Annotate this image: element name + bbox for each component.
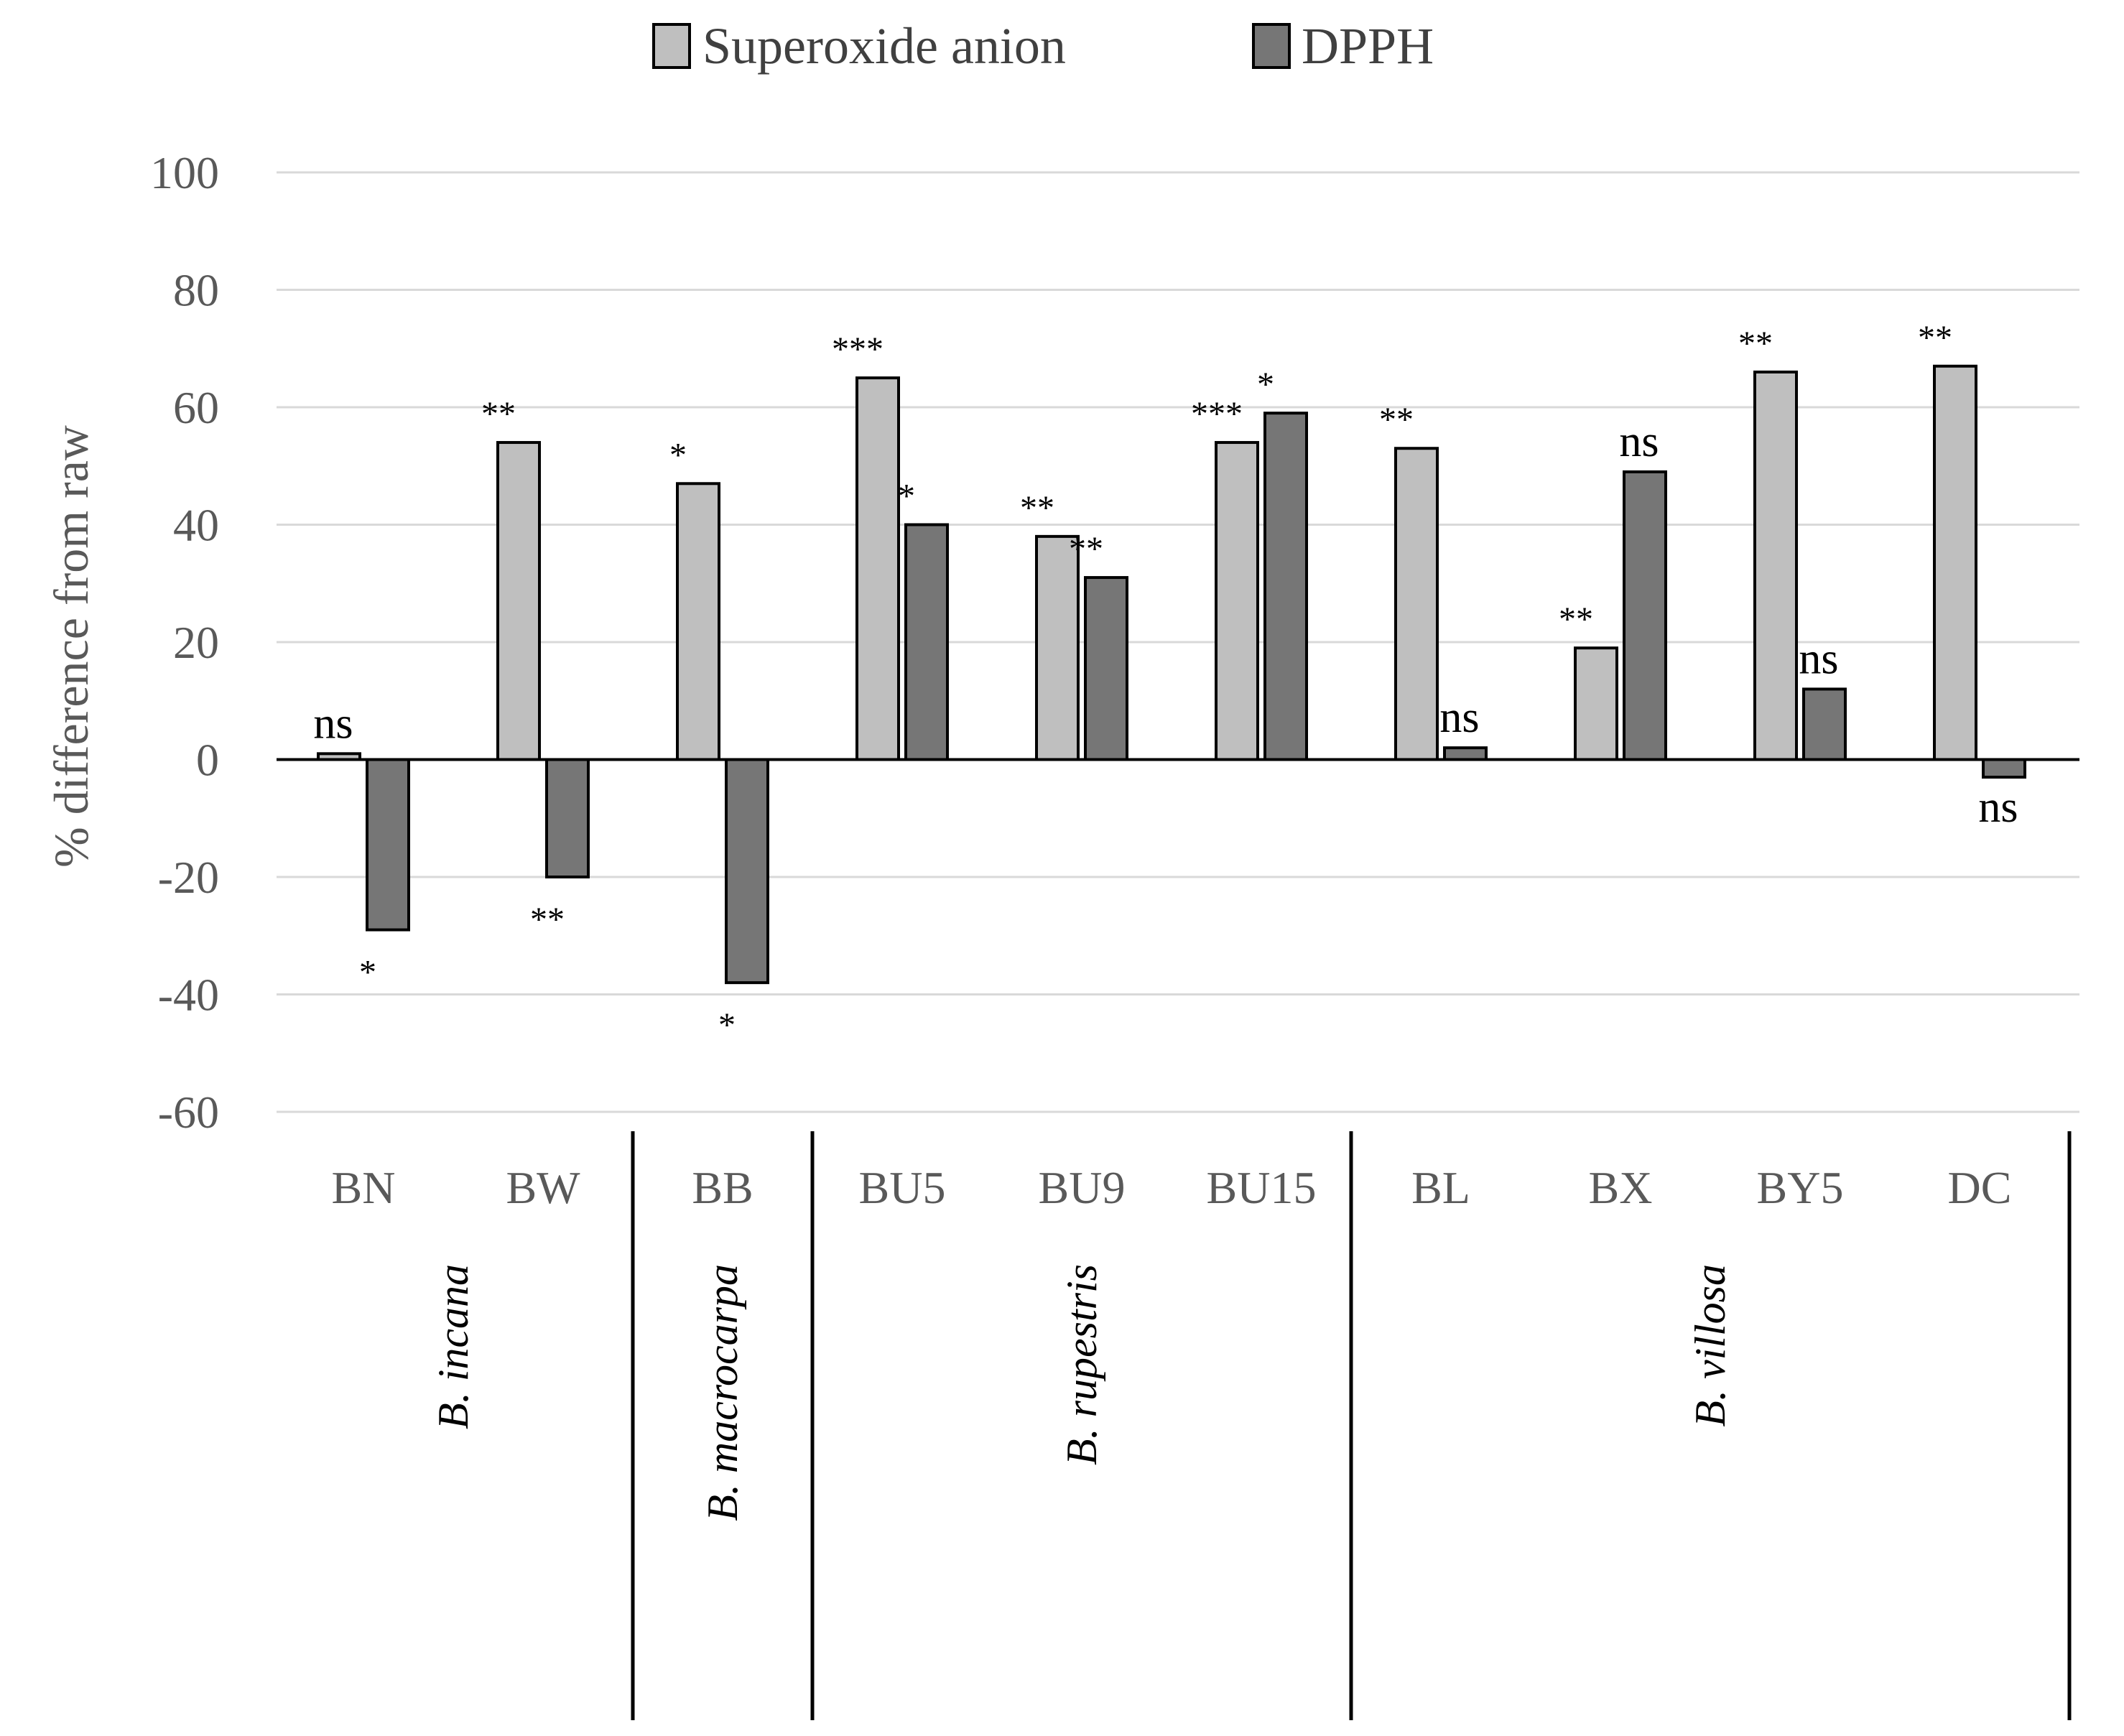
significance-dpph-bu5: * [898,478,915,516]
group-separators [631,1131,2072,1720]
y-tick--40: -40 [158,970,219,1021]
bar-dpph-bu5 [904,523,949,761]
significance-superoxide-bx: ** [1559,600,1593,639]
bar-superoxide-bx [1574,646,1618,761]
category-bu15: BU15 [1207,1162,1317,1213]
species-label-b-incana: B. incana [430,1264,477,1429]
bar-superoxide-dc [1933,364,1977,761]
bar-dpph-dc [1982,758,2026,779]
y-tick-80: 80 [173,265,219,316]
y-tick--60: -60 [158,1087,219,1138]
significance-dpph-bx: ns [1619,417,1659,466]
bar-dpph-bx [1623,470,1667,761]
legend-swatch-dpph [1252,23,1291,69]
bar-superoxide-bu15 [1215,441,1259,761]
species-label-b-macrocarpa: B. macrocarpa [699,1264,746,1521]
y-tick-60: 60 [173,382,219,433]
bar-dpph-bn [366,758,410,932]
species-labels: B. incana B. macrocarpa B. rupestris B. vil… [430,1264,1734,1521]
significance-dpph-bw: ** [530,901,565,939]
bar-superoxide-by5 [1753,370,1798,761]
category-bn: BN [332,1162,396,1213]
category-bb: BB [692,1162,753,1213]
category-bx: BX [1589,1162,1653,1213]
significance-superoxide-by5: ** [1738,325,1773,363]
significance-labels: ns*********** **********ns**ns**ns**ns [313,319,2018,1044]
y-tick-100: 100 [150,147,219,198]
y-tick-40: 40 [173,500,219,551]
category-by5: BY5 [1757,1162,1844,1213]
y-tick--20: -20 [158,852,219,903]
bar-dpph-bb [725,758,769,985]
significance-superoxide-bb: * [669,436,687,474]
bar-dpph-bu9 [1084,576,1128,761]
significance-superoxide-bn: ns [313,699,353,748]
category-bw: BW [506,1162,580,1213]
significance-dpph-bu9: ** [1069,530,1103,568]
legend-swatch-superoxide [652,23,691,69]
bar-superoxide-bb [676,482,720,761]
significance-superoxide-bu9: ** [1020,489,1054,527]
bar-dpph-bl [1443,746,1488,761]
significance-superoxide-bw: ** [481,395,516,433]
y-axis-label: % difference from raw [44,425,98,868]
category-bu5: BU5 [859,1162,946,1213]
bar-superoxide-bl [1394,447,1439,761]
significance-dpph-bu15: * [1257,366,1274,404]
significance-superoxide-bu15: *** [1191,395,1243,433]
significance-dpph-dc: ns [1978,783,2018,832]
bars [317,364,2026,985]
legend-label-dpph: DPPH [1302,17,1434,75]
significance-superoxide-bl: ** [1379,401,1414,439]
legend-label-superoxide: Superoxide anion [702,17,1066,75]
bar-dpph-bu15 [1263,412,1308,761]
legend: Superoxide anion DPPH [652,17,1434,75]
y-tick-20: 20 [173,617,219,668]
significance-dpph-by5: ns [1799,634,1838,683]
bar-dpph-by5 [1802,687,1847,761]
significance-dpph-bl: ns [1439,693,1479,742]
bar-dpph-bw [545,758,590,878]
significance-dpph-bn: * [359,954,376,992]
bar-superoxide-bu5 [855,376,900,761]
category-bu9: BU9 [1039,1162,1126,1213]
category-labels: BN BW BB BU5 BU9 BU15 BL BX BY5 DC [332,1162,2012,1213]
bar-superoxide-bn [317,752,361,761]
significance-dpph-bb: * [718,1006,736,1044]
species-label-b-rupestris: B. rupestris [1058,1264,1105,1465]
bar-superoxide-bu9 [1035,534,1080,761]
category-bl: BL [1411,1162,1470,1213]
bar-superoxide-bw [496,441,541,761]
species-label-b-villosa: B. villosa [1687,1264,1734,1427]
significance-superoxide-dc: ** [1918,319,1952,357]
significance-superoxide-bu5: *** [832,330,884,368]
y-tick-0: 0 [196,735,219,786]
category-dc: DC [1948,1162,2012,1213]
y-tick-labels: 100 80 60 40 20 0 -20 -40 -60 [150,147,219,1138]
